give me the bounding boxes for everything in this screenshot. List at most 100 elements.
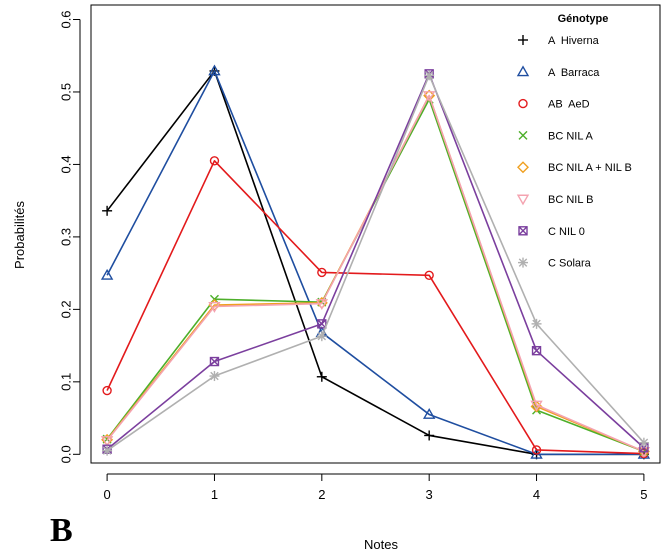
legend-marker-bc-nil-b-shape	[516, 194, 530, 206]
y-tick-label: 0.4	[59, 155, 74, 173]
data-point-c-solara-1-stroke	[210, 371, 219, 381]
data-point-bc-nil-b-0	[100, 436, 114, 447]
data-point-c-nil-0-2	[317, 319, 327, 329]
data-point-a-barraca-1	[208, 64, 221, 76]
data-point-a-barraca-0	[100, 268, 114, 280]
data-point-c-solara-4-stroke	[532, 319, 541, 329]
data-point-ab-aed-4	[531, 445, 542, 455]
legend-marker-a-hiverna	[518, 35, 528, 45]
data-point-ab-aed-4-shape	[531, 445, 542, 455]
y-tick-label: 0.0	[59, 445, 74, 463]
data-point-bc-nil-b-3	[422, 91, 436, 102]
y-tick-label: 0.1	[59, 373, 74, 391]
data-point-c-nil-0-2-stroke	[317, 319, 327, 329]
data-point-bc-nil-b-3-shape	[422, 91, 436, 102]
series-line-c-nil-0	[106, 73, 645, 450]
legend-label-c-solara: C Solara	[548, 258, 592, 270]
data-point-c-solara-0-stroke	[102, 446, 112, 455]
y-tick-label: 0.3	[59, 228, 74, 246]
legend-marker-bc-nil-a-nil-b	[517, 161, 529, 174]
data-point-ab-aed-3-shape	[424, 270, 434, 281]
x-tick-label: 4	[533, 487, 540, 502]
data-point-a-barraca-0-shape	[100, 268, 114, 280]
legend-marker-c-solara-stroke	[518, 258, 528, 267]
data-point-bc-nil-b-1-shape	[208, 302, 221, 313]
data-point-a-hiverna-3	[424, 430, 435, 441]
x-tick-label: 1	[211, 487, 218, 502]
data-point-bc-nil-b-0-shape	[100, 436, 114, 447]
legend-marker-bc-nil-a-nil-b-shape	[517, 161, 529, 174]
legend-marker-c-solara	[518, 257, 528, 268]
data-point-c-nil-0-1-stroke	[209, 357, 219, 367]
data-point-a-barraca-1-shape	[208, 64, 221, 76]
x-tick-label: 0	[103, 487, 110, 502]
data-point-ab-aed-0-shape	[102, 385, 112, 396]
legend-marker-ab-aed-shape	[518, 98, 528, 109]
legend-label-ab-aed: AB AeD	[548, 99, 590, 111]
legend: Génotype A Hiverna A Barraca AB AeD BC NIL A…	[516, 13, 632, 270]
panel-label: B	[50, 512, 73, 549]
data-point-c-solara-3	[424, 70, 435, 81]
data-point-c-solara-5	[638, 437, 649, 448]
data-point-bc-nil-b-2-shape	[315, 299, 329, 310]
data-point-bc-nil-b-4	[530, 400, 543, 412]
y-axis-label: Probabilités	[12, 201, 27, 269]
series-line-ab-aed	[106, 160, 644, 455]
x-axis-label: Notes	[364, 537, 398, 552]
data-point-a-hiverna-0	[102, 205, 113, 216]
data-point-a-hiverna-2	[316, 371, 327, 382]
data-point-ab-aed-1-shape	[209, 156, 220, 166]
legend-title: Génotype	[558, 13, 609, 25]
legend-marker-bc-nil-a	[518, 130, 528, 140]
data-point-c-nil-0-1	[209, 356, 220, 367]
legend-marker-bc-nil-b	[516, 194, 530, 206]
series-line-c-solara	[106, 74, 645, 452]
data-point-a-barraca-3	[422, 408, 436, 419]
data-point-ab-aed-2-shape	[317, 267, 327, 278]
data-point-c-solara-2-stroke	[317, 331, 327, 341]
legend-marker-ab-aed	[518, 98, 528, 109]
legend-marker-c-nil-0	[518, 226, 528, 236]
legend-label-bc-nil-b: BC NIL B	[548, 194, 593, 206]
y-tick-label: 0.5	[59, 83, 74, 101]
y-tick-label: 0.2	[59, 300, 74, 318]
data-point-ab-aed-2	[317, 267, 327, 278]
plot-frame	[90, 4, 661, 464]
data-point-c-nil-0-4-stroke	[532, 346, 542, 356]
legend-label-a-barraca: A Barraca	[548, 67, 600, 79]
series-line-bc-nil-a	[106, 98, 645, 453]
data-point-a-barraca-3-shape	[422, 408, 436, 419]
data-point-c-solara-3-stroke	[424, 71, 434, 80]
legend-marker-a-barraca	[516, 65, 530, 77]
data-point-c-nil-0-2-shape	[317, 319, 327, 329]
data-point-ab-aed-3	[424, 270, 434, 281]
data-point-ab-aed-1	[209, 156, 220, 166]
data-point-c-solara-5-stroke	[639, 438, 649, 447]
legend-label-bc-nil-a-nil-b: BC NIL A + NIL B	[548, 162, 632, 174]
data-point-c-solara-2	[316, 331, 327, 342]
y-tick-label: 0.6	[59, 10, 74, 28]
series-line-a-barraca	[106, 70, 644, 456]
data-point-bc-nil-b-1	[208, 302, 221, 313]
legend-label-c-nil-0: C NIL 0	[548, 226, 585, 238]
data-point-c-solara-1	[209, 371, 220, 382]
data-point-ab-aed-0	[102, 385, 112, 396]
legend-marker-a-barraca-shape	[516, 65, 530, 77]
data-point-c-solara-4	[531, 318, 542, 329]
x-tick-label: 2	[318, 487, 325, 502]
data-point-bc-nil-b-4-shape	[530, 400, 543, 412]
series-group	[100, 64, 651, 460]
data-point-c-solara-0	[102, 445, 113, 456]
data-point-bc-nil-b-2	[315, 299, 329, 310]
data-point-c-nil-0-4-shape	[531, 345, 542, 356]
data-point-c-nil-0-1-shape	[209, 356, 220, 367]
x-tick-label: 5	[640, 487, 647, 502]
legend-marker-c-nil-0-stroke	[518, 226, 528, 236]
x-tick-label: 3	[426, 487, 433, 502]
legend-marker-bc-nil-a-stroke	[518, 130, 528, 140]
legend-label-bc-nil-a: BC NIL A	[548, 130, 593, 142]
legend-marker-c-nil-0-shape	[518, 226, 528, 236]
legend-label-a-hiverna: A Hiverna	[548, 35, 600, 47]
